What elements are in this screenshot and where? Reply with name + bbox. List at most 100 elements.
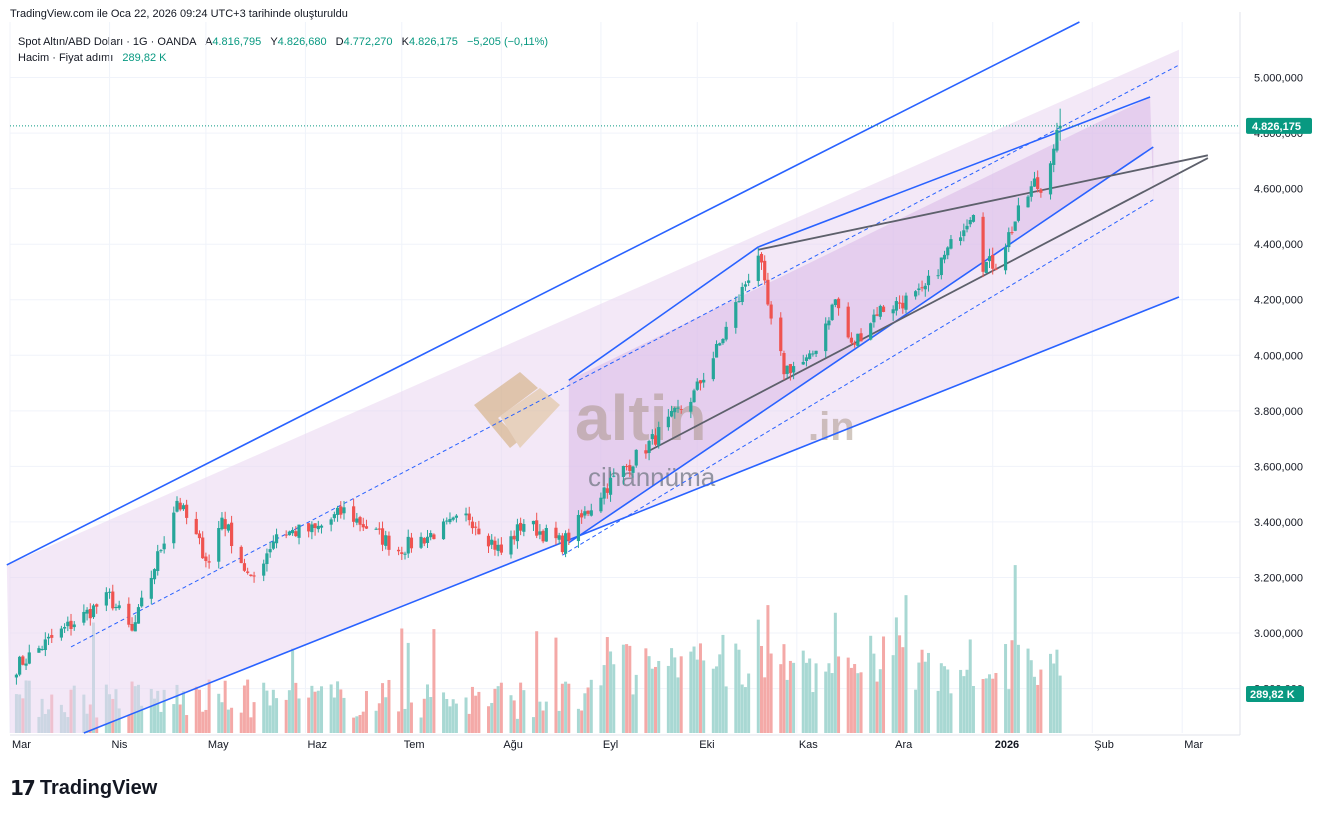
volume-bar (316, 690, 320, 733)
candle-body (991, 254, 995, 269)
volume-bar (403, 708, 407, 733)
candle-body (801, 361, 805, 365)
candle-body (43, 639, 47, 651)
volume-bar (939, 663, 943, 733)
candle-body (364, 526, 369, 529)
candle-body (152, 569, 157, 580)
candle-body (589, 510, 593, 516)
volume-bar (801, 650, 805, 733)
volume-bar (544, 701, 548, 733)
watermark-logo-icon (474, 372, 560, 448)
candle-body (544, 528, 548, 542)
symbol-label[interactable]: Spot Altın/ABD Doları · 1G · OANDA (18, 36, 196, 48)
volume-bar (837, 656, 841, 733)
volume-bar (747, 673, 751, 733)
inner-channel-upper-b[interactable] (757, 96, 1151, 248)
wedge-upper[interactable] (758, 154, 1209, 251)
x-tick-label: Mar (12, 739, 31, 751)
volume-bar (846, 657, 850, 733)
candle-body (1039, 189, 1043, 193)
volume-bar (499, 682, 503, 733)
candle-body (37, 648, 41, 653)
x-tick-label: Ara (895, 739, 913, 751)
candle-body (673, 408, 677, 413)
volume-bar (891, 655, 895, 733)
volume-bar (644, 648, 648, 733)
volume-bar (984, 678, 988, 733)
candle-body (676, 407, 680, 409)
candle-body (130, 624, 134, 631)
volume-bar (621, 644, 625, 733)
inner-channel-lower[interactable] (568, 146, 1154, 544)
watermark: altin .in cihannüma (474, 372, 855, 492)
candle-body (178, 502, 182, 510)
volume-bar (647, 656, 651, 733)
volume-bar (968, 639, 972, 733)
volume-bar (445, 699, 449, 733)
volume-bar (246, 679, 250, 733)
candle-body (477, 528, 481, 535)
tradingview-logo[interactable]: 17 TradingView (10, 776, 157, 800)
low-value: 4.772,270 (343, 36, 393, 48)
x-tick-label: Şub (1094, 739, 1114, 751)
candle-body (891, 309, 895, 314)
candle-body (698, 380, 703, 384)
volume-bar (737, 649, 741, 733)
y-tick-label: 3.400,000 (1254, 517, 1303, 529)
main-channel-lower[interactable] (83, 296, 1180, 734)
x-tick-label: Tem (404, 739, 425, 751)
volume-bar (1029, 660, 1033, 733)
y-tick-label: 3.200,000 (1254, 572, 1303, 584)
candle-body (85, 609, 89, 614)
candle-body (291, 529, 295, 534)
volume-bar (515, 718, 519, 733)
x-tick-label: 2026 (995, 739, 1019, 751)
volume-bar (387, 679, 391, 733)
candle-body (586, 510, 590, 514)
volume-bar (201, 711, 205, 733)
candle-body (714, 343, 719, 358)
volume-bar (988, 674, 992, 733)
y-tick-label: 3.600,000 (1254, 461, 1303, 473)
candle-body (631, 466, 635, 473)
candle-body (429, 532, 433, 538)
axes: 2.800,0003.000,0003.200,0003.400,0003.60… (10, 12, 1312, 751)
main-channel-mid[interactable] (70, 64, 1180, 648)
volume-bar (657, 660, 661, 733)
volume-bar (576, 708, 580, 733)
volume-bar (743, 687, 747, 733)
candle-body (779, 317, 783, 352)
candle-body (971, 215, 976, 222)
x-tick-label: Eyl (603, 739, 618, 751)
main-channel-upper[interactable] (6, 21, 1080, 566)
wedge-lower[interactable] (645, 157, 1209, 454)
volume-bar (159, 711, 163, 733)
candle-body (560, 535, 564, 553)
inner-channel-upper-a[interactable] (568, 246, 759, 381)
candle-body (445, 520, 449, 522)
volume-bar (917, 662, 921, 733)
volume-bar (409, 702, 413, 733)
candles (14, 108, 1062, 685)
candle-body (252, 575, 256, 577)
volume-bar (804, 662, 808, 733)
inner-channel-mid[interactable] (562, 199, 1154, 556)
candle-body (451, 517, 455, 520)
volume-bar (785, 679, 789, 733)
candle-body (1052, 148, 1056, 165)
volume-bar (766, 605, 770, 733)
volume-bar (654, 666, 658, 733)
candle-body (387, 535, 391, 550)
trend-lines[interactable] (6, 21, 1209, 734)
candle-body (72, 624, 76, 628)
volume-bar (994, 672, 998, 733)
candle-body (172, 512, 176, 544)
candle-body (875, 314, 879, 316)
volume-bar (946, 669, 950, 733)
volume-label[interactable]: Hacim · Fiyat adımı (18, 52, 114, 64)
volume-bar (339, 689, 343, 733)
candle-body (804, 357, 809, 361)
volume-bar (197, 689, 201, 733)
volume-bar (364, 691, 368, 733)
